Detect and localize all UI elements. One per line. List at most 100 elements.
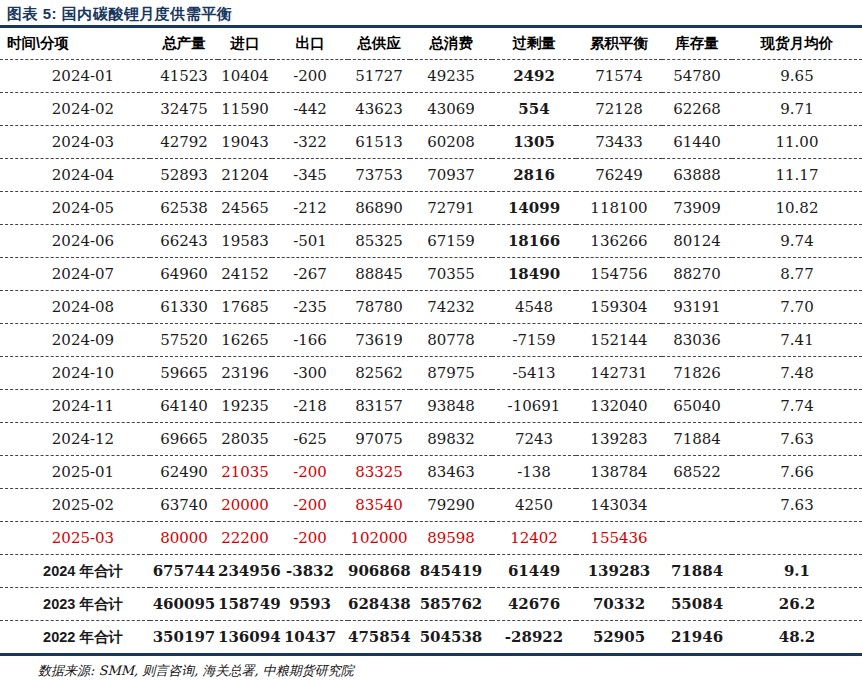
table-cell: -218 (272, 390, 348, 423)
table-cell: 61513 (348, 126, 410, 159)
table-cell: 89598 (410, 522, 492, 555)
table-cell: 142731 (576, 357, 662, 390)
table-cell: 26.2 (732, 588, 862, 621)
table-cell: 7.48 (732, 357, 862, 390)
table-cell: 7.70 (732, 291, 862, 324)
table-cell: -200 (272, 522, 348, 555)
table-cell: 12402 (492, 522, 576, 555)
table-cell: -322 (272, 126, 348, 159)
table-cell: 82562 (348, 357, 410, 390)
table-cell: 80778 (410, 324, 492, 357)
table-cell (662, 522, 732, 555)
table-cell: 138784 (576, 456, 662, 489)
table-cell: 62268 (662, 93, 732, 126)
table-cell: 554 (492, 93, 576, 126)
table-cell: 93191 (662, 291, 732, 324)
table-cell: 1305 (492, 126, 576, 159)
header-cell: 总产量 (150, 28, 218, 60)
table-cell: 10.82 (732, 192, 862, 225)
table-row: 2024-023247511590-4424362343069554721286… (0, 93, 862, 126)
table-cell: 4548 (492, 291, 576, 324)
row-label: 2024-04 (0, 159, 150, 192)
table-cell: 11590 (218, 93, 272, 126)
row-label: 2024-05 (0, 192, 150, 225)
table-cell: 2816 (492, 159, 576, 192)
table-cell: 88270 (662, 258, 732, 291)
table-cell: 7.41 (732, 324, 862, 357)
table-cell: -267 (272, 258, 348, 291)
header-cell: 时间\分项 (0, 28, 150, 60)
table-cell: 14099 (492, 192, 576, 225)
table-cell: 132040 (576, 390, 662, 423)
table-cell: 43623 (348, 93, 410, 126)
header-cell: 现货月均价 (732, 28, 862, 60)
table-cell: 143034 (576, 489, 662, 522)
data-source-note: 数据来源: SMM, 则言咨询, 海关总署, 中粮期货研究院 (0, 656, 862, 680)
table-cell: 628438 (348, 588, 410, 621)
supply-demand-table: 时间\分项总产量进口出口总供应总消费过剩量累积平衡库存量现货月均价 2024-0… (0, 28, 862, 653)
table-cell: 19043 (218, 126, 272, 159)
table-cell: 54780 (662, 60, 732, 93)
table-cell: 8.77 (732, 258, 862, 291)
table-cell: 9593 (272, 588, 348, 621)
table-cell: -625 (272, 423, 348, 456)
row-label: 2024-08 (0, 291, 150, 324)
row-label: 2024-03 (0, 126, 150, 159)
table-cell: 68522 (662, 456, 732, 489)
table-cell: -212 (272, 192, 348, 225)
table-cell: 136266 (576, 225, 662, 258)
table-cell: 9.71 (732, 93, 862, 126)
table-cell: -300 (272, 357, 348, 390)
table-cell: 70332 (576, 588, 662, 621)
table-cell: 52893 (150, 159, 218, 192)
table-cell: 475854 (348, 621, 410, 654)
table-cell: 70937 (410, 159, 492, 192)
row-label: 2024-12 (0, 423, 150, 456)
table-cell: 24565 (218, 192, 272, 225)
table-cell: 675744 (150, 555, 218, 588)
table-cell: 2492 (492, 60, 576, 93)
table-row: 2024-034279219043-3226151360208130573433… (0, 126, 862, 159)
table-cell: 22200 (218, 522, 272, 555)
row-label: 2023 年合计 (0, 588, 150, 621)
table-cell: -345 (272, 159, 348, 192)
table-cell: 80000 (150, 522, 218, 555)
table-cell: 71884 (662, 423, 732, 456)
report-figure-page: 图表 5: 国内碳酸锂月度供需平衡 时间\分项总产量进口出口总供应总消费过剩量累… (0, 0, 862, 680)
table-cell: 87975 (410, 357, 492, 390)
table-cell: 41523 (150, 60, 218, 93)
table-cell: 9.65 (732, 60, 862, 93)
header-cell: 库存量 (662, 28, 732, 60)
table-cell: 65040 (662, 390, 732, 423)
table-cell: 42676 (492, 588, 576, 621)
table-cell: 139283 (576, 423, 662, 456)
table-cell: 43069 (410, 93, 492, 126)
table-cell: -501 (272, 225, 348, 258)
table-row: 2024-045289321204-3457375370937281676249… (0, 159, 862, 192)
table-row: 2022 年合计35019713609410437475854504538-28… (0, 621, 862, 654)
table-cell: 158749 (218, 588, 272, 621)
table-cell: 49235 (410, 60, 492, 93)
table-cell: 9.1 (732, 555, 862, 588)
table-cell: 72128 (576, 93, 662, 126)
table-cell: -200 (272, 489, 348, 522)
table-cell: 70355 (410, 258, 492, 291)
table-cell: 24152 (218, 258, 272, 291)
table-cell: 136094 (218, 621, 272, 654)
row-label: 2024-06 (0, 225, 150, 258)
table-cell: 7243 (492, 423, 576, 456)
table-row: 2024 年合计675744234956-3832906868845419614… (0, 555, 862, 588)
table-cell: 23196 (218, 357, 272, 390)
table-cell: -200 (272, 60, 348, 93)
figure-title: 图表 5: 国内碳酸锂月度供需平衡 (0, 0, 862, 25)
table-row: 2024-066624319583-5018532567159181661362… (0, 225, 862, 258)
table-cell: 73433 (576, 126, 662, 159)
table-cell: 159304 (576, 291, 662, 324)
table-cell: 63740 (150, 489, 218, 522)
table-cell: 906868 (348, 555, 410, 588)
table-cell: 18166 (492, 225, 576, 258)
table-cell: 42792 (150, 126, 218, 159)
table-cell: 83036 (662, 324, 732, 357)
table-cell: -10691 (492, 390, 576, 423)
table-cell: -28922 (492, 621, 576, 654)
